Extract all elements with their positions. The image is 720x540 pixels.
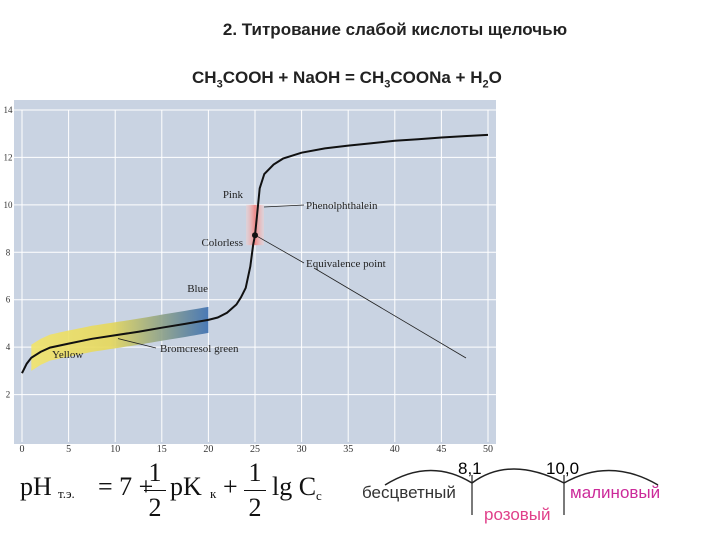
scale-arcs: [384, 468, 659, 515]
titration-curve: [21, 133, 489, 374]
eq-part: O: [488, 68, 502, 87]
fraction-1: 1 2: [144, 458, 166, 523]
eq-part: COOH + NaOH = CH: [222, 68, 385, 87]
phenolphthalein-band: [246, 204, 264, 246]
eq-part: COONa + H: [390, 68, 483, 87]
eq-sub: 2: [482, 78, 489, 91]
y-tick-label: 4: [6, 342, 11, 352]
x-tick-label: 35: [343, 444, 353, 455]
frac1-num: 1: [148, 458, 162, 487]
y-tick-label: 6: [6, 295, 11, 305]
scale-value-8-1: 8,1: [458, 459, 482, 478]
y-tick-label: 12: [4, 152, 13, 162]
x-tick-label: 45: [436, 444, 446, 455]
title-text: 2. Титрование слабой кислоты щелочью: [222, 20, 568, 39]
titration-chart: 0 5 10 15 20 25 30 35 40 45 50 2 4 6 8 10 12 14 Pink Colo…: [4, 100, 496, 455]
arc-middle: [471, 468, 565, 484]
slide-title: 2. Титрование слабой кислоты щелочью: [0, 20, 720, 40]
x-tick-labels: 0 5 10 15 20 25 30 35 40 45 50: [20, 444, 494, 455]
annotation-yellow: Yellow: [52, 349, 83, 361]
grid: [14, 109, 496, 442]
x-tick-label: 25: [250, 444, 260, 455]
arc-left: [384, 469, 473, 486]
eq-sub: 3: [216, 78, 223, 91]
x-tick-label: 50: [483, 444, 493, 455]
formula-lg: lg C: [272, 472, 317, 501]
formula-sub-c: с: [316, 488, 322, 503]
frac2-den: 2: [248, 493, 262, 522]
eq-sub: 3: [384, 78, 391, 91]
annotations: Pink Colorless Blue Yellow Phenolphthalein Eq…: [52, 189, 467, 361]
leader-bromcresol: [117, 338, 157, 349]
annotation-equivalence-point: Equivalence point: [306, 258, 386, 270]
frac1-den: 2: [148, 493, 162, 522]
formula-eq7: = 7 +: [98, 472, 154, 501]
equivalence-point-marker: [252, 232, 258, 239]
scale-label-crimson: малиновый: [570, 483, 661, 502]
eq-part: CH: [192, 68, 217, 87]
annotation-blue: Blue: [187, 283, 208, 295]
fraction-2: 1 2: [244, 458, 266, 523]
y-tick-label: 10: [4, 200, 14, 210]
y-tick-label: 14: [4, 105, 14, 115]
annotation-pink: Pink: [223, 189, 244, 201]
leader-phenolphthalein: [263, 204, 305, 208]
scale-value-10-0: 10,0: [546, 459, 580, 478]
annotation-phenolphthalein: Phenolphthalein: [306, 200, 378, 212]
annotation-bromcresol-green: Bromcresol green: [160, 343, 239, 355]
x-tick-label: 0: [20, 444, 25, 455]
annotation-colorless: Colorless: [201, 237, 243, 249]
frac2-bar: [244, 490, 266, 491]
formula-sub-te: т.э.: [58, 486, 75, 501]
formula-pk: pK: [170, 472, 202, 501]
y-tick-label: 8: [6, 247, 11, 257]
formula-sub-k: к: [210, 486, 217, 501]
leader-equivalence-ext: [313, 267, 467, 359]
y-tick-labels: 2 4 6 8 10 12 14: [4, 105, 14, 400]
frac1-bar: [144, 490, 166, 491]
x-tick-label: 5: [66, 444, 71, 455]
indicator-scale: 8,1 10,0 бесцветный розовый малиновый: [360, 455, 680, 535]
scale-label-pink: розовый: [484, 505, 551, 524]
x-tick-label: 40: [390, 444, 400, 455]
x-tick-label: 15: [157, 444, 167, 455]
x-tick-label: 20: [203, 444, 213, 455]
reaction-equation: CH3COOH + NaOH = CH3COONa + H2O: [192, 68, 502, 90]
arc-right: [563, 469, 659, 486]
formula-ph: pH: [20, 472, 52, 501]
x-tick-label: 10: [110, 444, 120, 455]
scale-label-colorless: бесцветный: [362, 483, 456, 502]
formula-plus: +: [223, 472, 238, 501]
y-tick-label: 2: [6, 390, 11, 400]
frac2-num: 1: [248, 458, 262, 487]
x-tick-label: 30: [297, 444, 307, 455]
leader-equivalence: [256, 235, 305, 264]
